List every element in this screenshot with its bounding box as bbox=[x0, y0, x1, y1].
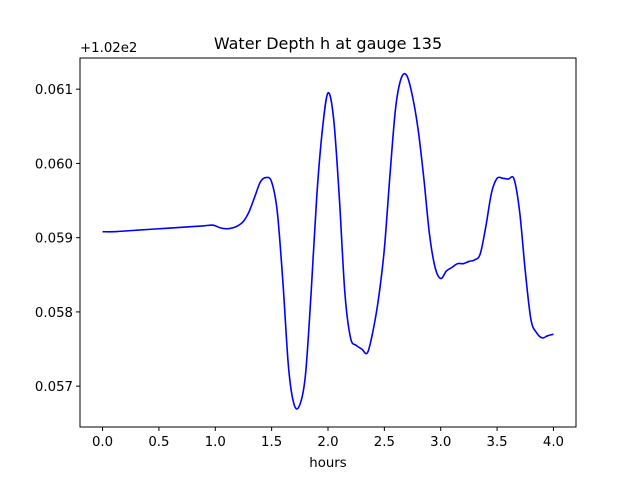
axis-ticks: 0.0 0.5 1.0 1.5 2.0 2.5 3.0 3.5 4.0 0.057 0.058 0.0… bbox=[35, 83, 564, 450]
y-tick-label: 0.058 bbox=[35, 306, 73, 321]
y-tick-label: 0.059 bbox=[35, 232, 73, 247]
x-tick-label: 1.0 bbox=[205, 435, 226, 450]
y-tick-label: 0.061 bbox=[35, 83, 73, 98]
axes-frame bbox=[79, 57, 577, 428]
y-tick-label: 0.060 bbox=[35, 157, 73, 172]
x-tick-label: 3.0 bbox=[430, 435, 451, 450]
x-tick-label: 1.5 bbox=[261, 435, 282, 450]
x-tick-label: 0.0 bbox=[92, 435, 113, 450]
x-tick-label: 4.0 bbox=[543, 435, 564, 450]
x-tick-label: 2.5 bbox=[374, 435, 395, 450]
y-tick-label: 0.057 bbox=[35, 380, 73, 395]
x-tick-label: 3.5 bbox=[487, 435, 508, 450]
x-tick-label: 0.5 bbox=[148, 435, 169, 450]
x-axis-label: hours bbox=[309, 456, 346, 471]
y-offset-label: +1.02e2 bbox=[80, 41, 137, 56]
chart-title: Water Depth h at gauge 135 bbox=[214, 34, 442, 53]
plot-area bbox=[102, 72, 554, 410]
x-tick-label: 2.0 bbox=[317, 435, 338, 450]
series-line-0 bbox=[102, 72, 554, 410]
